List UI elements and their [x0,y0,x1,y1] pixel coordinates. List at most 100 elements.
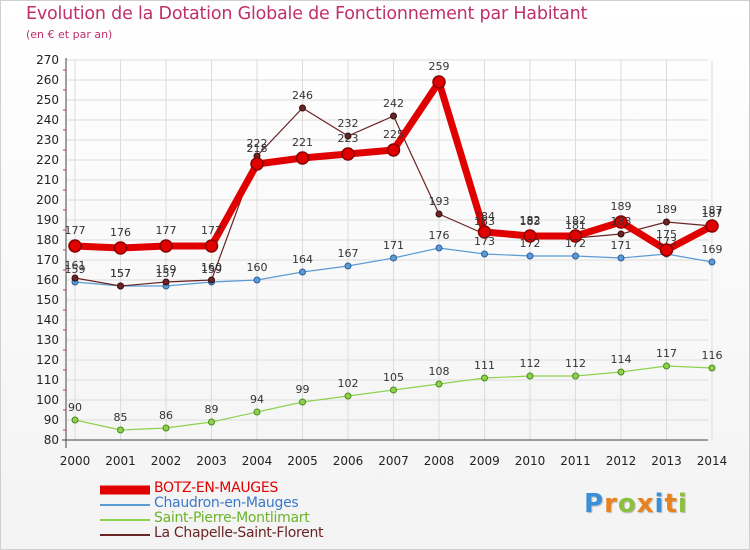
data-label-botz: 177 [201,224,222,237]
data-label-la-chapelle: 246 [292,89,313,102]
data-point-la-chapelle [435,210,443,218]
series-lines [68,75,719,434]
data-label-saint-pierre: 108 [429,365,450,378]
data-label-chaudron: 171 [383,239,404,252]
logo-letter: x [636,489,655,519]
data-point-saint-pierre [617,368,625,376]
y-tick-label: 260 [36,73,59,87]
data-label-la-chapelle: 160 [201,261,222,274]
y-tick-label: 240 [36,113,59,127]
data-point-la-chapelle [208,276,215,284]
data-label-saint-pierre: 114 [611,353,632,366]
data-label-chaudron: 169 [702,243,723,256]
data-label-la-chapelle: 183 [520,215,541,228]
data-label-la-chapelle: 187 [702,207,723,220]
data-label-chaudron: 167 [338,247,359,260]
y-tick-label: 250 [36,93,59,107]
y-tick-label: 180 [36,233,59,247]
data-label-botz: 176 [110,226,131,239]
data-point-botz [113,241,128,255]
x-tick-label: 2011 [560,454,591,468]
data-label-chaudron: 173 [474,235,495,248]
axes: 8090100110120130140150160170180190200210… [36,53,727,468]
data-label-saint-pierre: 116 [702,349,723,362]
data-label-la-chapelle: 183 [611,215,632,228]
y-tick-label: 120 [36,353,59,367]
data-point-saint-pierre [208,418,215,426]
data-point-botz [68,239,82,253]
data-point-la-chapelle [344,132,352,140]
data-point-la-chapelle [299,104,306,112]
data-point-botz [614,215,628,229]
legend-label: Chaudron-en-Mauges [154,495,299,511]
y-tick-label: 220 [36,153,59,167]
data-label-saint-pierre: 112 [565,357,586,370]
y-tick-label: 270 [36,53,59,67]
data-label-saint-pierre: 86 [159,409,173,422]
data-label-la-chapelle: 157 [110,267,131,280]
data-label-saint-pierre: 99 [296,383,310,396]
data-label-botz: 218 [247,142,268,155]
data-point-chaudron [708,258,716,266]
data-label-saint-pierre: 89 [205,403,219,416]
data-label-saint-pierre: 112 [520,357,541,370]
data-label-botz: 184 [474,210,495,223]
data-label-chaudron: 159 [65,263,86,276]
data-point-botz [159,239,173,253]
data-point-chaudron [572,252,579,260]
legend-swatch-saint-pierre [100,518,150,521]
data-label-chaudron: 171 [611,239,632,252]
logo-letter: r [604,489,618,519]
data-label-botz: 177 [65,224,86,237]
data-label-botz: 189 [611,200,632,213]
data-label-botz: 221 [292,136,313,149]
y-tick-label: 110 [36,373,59,387]
data-label-chaudron: 176 [429,229,450,242]
data-point-la-chapelle [390,112,397,120]
logo-letter: t [664,489,678,519]
data-point-chaudron [390,254,397,262]
data-point-chaudron [481,250,488,258]
y-tick-label: 200 [36,193,59,207]
x-tick-label: 2002 [151,454,182,468]
y-tick-label: 80 [44,433,59,447]
data-label-botz: 175 [656,228,677,241]
data-label-botz: 187 [702,204,723,217]
legend-label: La Chapelle-Saint-Florent [154,525,324,541]
data-point-saint-pierre [253,408,261,416]
data-label-botz: 223 [338,132,359,145]
grid-lines [66,59,713,441]
data-label-botz: 182 [565,214,586,227]
y-tick-label: 210 [36,173,59,187]
logo-letter: i [677,489,688,519]
chart-subtitle: (en € et par an) [26,28,113,41]
data-point-saint-pierre [708,364,716,372]
x-tick-label: 2003 [196,454,227,468]
legend-label: Saint-Pierre-Montlimart [154,510,310,526]
x-tick-label: 2010 [515,454,546,468]
data-label-botz: 182 [520,214,541,227]
data-label-la-chapelle: 242 [383,97,404,110]
data-label-chaudron: 157 [156,267,177,280]
y-tick-label: 190 [36,213,59,227]
proxiti-logo: Proxiti [584,489,688,519]
data-label-chaudron: 157 [110,267,131,280]
y-tick-label: 170 [36,253,59,267]
data-point-botz [250,157,264,171]
x-tick-label: 2000 [60,454,91,468]
data-label-botz: 225 [383,128,404,141]
data-label-chaudron: 173 [656,235,677,248]
legend-swatch-botz [100,485,150,494]
logo-letter: i [654,489,665,519]
data-label-chaudron: 159 [201,263,222,276]
data-label-la-chapelle: 222 [247,137,268,150]
data-point-la-chapelle [162,278,170,286]
data-label-saint-pierre: 102 [338,377,359,390]
data-label-saint-pierre: 85 [114,411,128,424]
data-point-botz [341,147,355,161]
x-tick-label: 2009 [469,454,500,468]
logo-letter: o [617,489,637,519]
data-point-botz [705,219,719,233]
